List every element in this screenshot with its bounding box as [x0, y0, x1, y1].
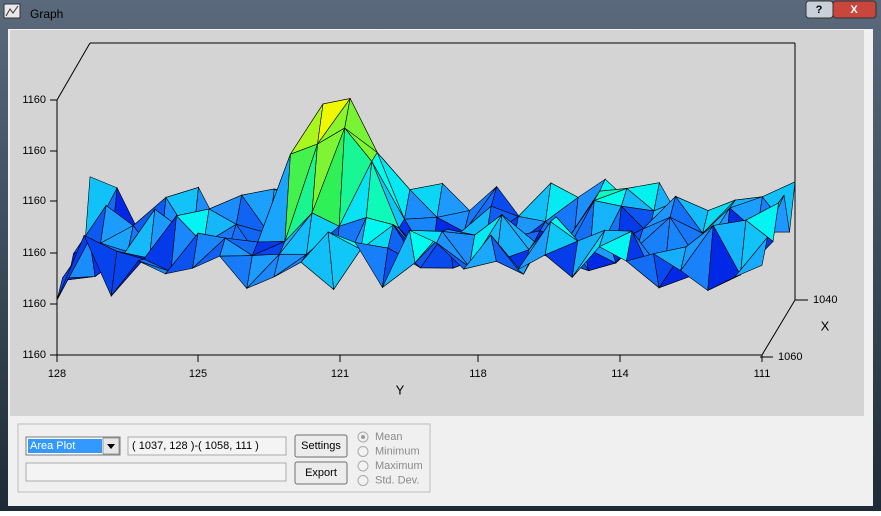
y-tick-label: 118: [469, 368, 487, 380]
y-tick-label: 121: [331, 368, 349, 380]
settings-label: Settings: [301, 440, 341, 452]
dropdown-arrow: [107, 444, 115, 449]
radio-button[interactable]: [357, 460, 369, 472]
y-tick-label: 111: [754, 368, 771, 380]
x-axis-title: X: [821, 318, 830, 333]
dropdown-selection: [28, 439, 102, 453]
help-label: ?: [816, 4, 823, 16]
y-tick-label: 128: [48, 368, 66, 380]
z-tick-label: 1160: [22, 145, 46, 157]
window-title: Graph: [30, 7, 63, 21]
control-group: [17, 423, 431, 493]
window-icon-graph: [5, 5, 19, 17]
z-tick-label: 1160: [22, 298, 46, 310]
range-text: ( 1037, 128 )-( 1058, 111 ): [132, 440, 259, 452]
settings-button[interactable]: [294, 434, 348, 458]
statistic-options: Mean Minimum Maximum Std. Dev.: [357, 431, 423, 486]
box-edge: [56, 42, 91, 101]
dropdown-value: Area Plot: [30, 440, 75, 452]
z-tick-label: 1160: [22, 195, 46, 207]
close-label: X: [850, 4, 858, 16]
radio-label: Mean: [375, 431, 403, 443]
z-tick-label: 1160: [22, 349, 46, 361]
export-label: Export: [305, 467, 337, 479]
export-button[interactable]: [294, 461, 348, 485]
radio-dot: [361, 435, 365, 439]
radio-button[interactable]: [357, 446, 369, 457]
radio-label: Std. Dev.: [375, 474, 419, 486]
z-tick-label: 1160: [22, 247, 46, 259]
radio-button[interactable]: [357, 475, 369, 486]
radio-label: Maximum: [375, 460, 423, 472]
status-field: [25, 462, 287, 482]
box-edge: [761, 299, 796, 356]
y-tick-label: 114: [611, 368, 629, 380]
y-axis-title: Y: [396, 382, 405, 397]
surface: [56, 97, 796, 301]
surface-facet: [734, 237, 768, 278]
x-tick-label: 1040: [813, 294, 837, 306]
y-tick-label: 125: [189, 368, 207, 380]
close-button[interactable]: [832, 0, 877, 19]
radio-label: Minimum: [375, 445, 420, 457]
z-tick-label: 1160: [22, 94, 46, 106]
range-field: [127, 436, 287, 456]
plot-box: [56, 42, 796, 356]
x-tick-label: 1060: [778, 351, 802, 363]
